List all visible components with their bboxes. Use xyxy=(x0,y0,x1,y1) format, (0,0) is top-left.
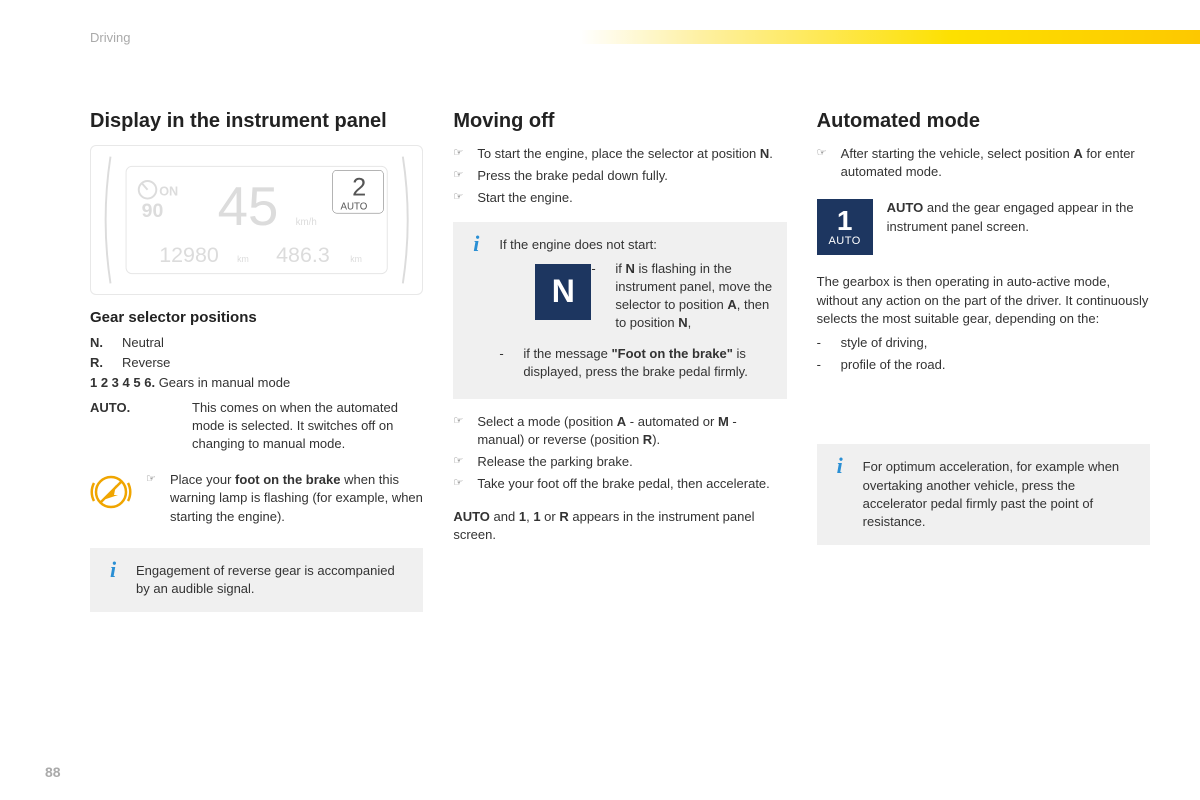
column-display: Display in the instrument panel ON 90 45… xyxy=(90,110,423,626)
svg-text:km/h: km/h xyxy=(296,217,317,228)
gear-row-auto: AUTO.This comes on when the automated mo… xyxy=(90,399,423,454)
col3-title: Automated mode xyxy=(817,110,1150,133)
info-icon: i xyxy=(467,236,485,254)
gear-row-r: R.Reverse xyxy=(90,354,423,372)
header-accent-bar xyxy=(580,30,1200,44)
column-moving-off: Moving off To start the engine, place th… xyxy=(453,110,786,626)
info-icon: i xyxy=(831,458,849,476)
instrument-panel-illustration: ON 90 45 km/h 2 AUTO 12980 km 486.3 km xyxy=(90,145,423,295)
content-columns: Display in the instrument panel ON 90 45… xyxy=(90,110,1150,626)
col1-title: Display in the instrument panel xyxy=(90,110,423,133)
acceleration-tip: i For optimum acceleration, for example … xyxy=(817,444,1150,545)
page-number: 88 xyxy=(45,764,61,780)
svg-text:12980: 12980 xyxy=(159,243,219,267)
auto-gear-badge: 1 AUTO xyxy=(817,199,873,255)
auto-badge-row: 1 AUTO AUTO and the gear engaged appear … xyxy=(817,199,1150,255)
automated-depends: style of driving, profile of the road. xyxy=(817,334,1150,374)
svg-text:2: 2 xyxy=(352,174,366,202)
section-label: Driving xyxy=(90,30,130,45)
gear-row-n: N.Neutral xyxy=(90,334,423,352)
svg-text:AUTO: AUTO xyxy=(340,201,367,212)
svg-text:90: 90 xyxy=(142,200,164,222)
brake-lamp-icon xyxy=(90,471,132,513)
info-icon: i xyxy=(104,562,122,580)
column-automated: Automated mode After starting the vehicl… xyxy=(817,110,1150,626)
col2-title: Moving off xyxy=(453,110,786,133)
brake-warning-tip: Place your foot on the brake when this w… xyxy=(90,471,423,530)
automated-body: The gearbox is then operating in auto-ac… xyxy=(817,273,1150,328)
moving-off-footer: AUTO and 1, 1 or R appears in the instru… xyxy=(453,508,786,544)
svg-text:km: km xyxy=(237,254,249,264)
svg-text:km: km xyxy=(350,254,362,264)
gear-selector-heading: Gear selector positions xyxy=(90,309,423,326)
gear-row-manual: 1 2 3 4 5 6. Gears in manual mode xyxy=(90,374,423,392)
svg-text:ON: ON xyxy=(159,185,178,199)
n-gear-badge: N xyxy=(535,264,591,320)
svg-text:45: 45 xyxy=(218,176,279,237)
moving-off-steps-2: Select a mode (position A - automated or… xyxy=(453,413,786,494)
engine-nostart-box: i If the engine does not start: N if N i… xyxy=(453,222,786,399)
reverse-audible-note: i Engagement of reverse gear is accompan… xyxy=(90,548,423,612)
svg-text:486.3: 486.3 xyxy=(276,243,330,267)
moving-off-steps-1: To start the engine, place the selector … xyxy=(453,145,786,208)
automated-step: After starting the vehicle, select posit… xyxy=(817,145,1150,181)
